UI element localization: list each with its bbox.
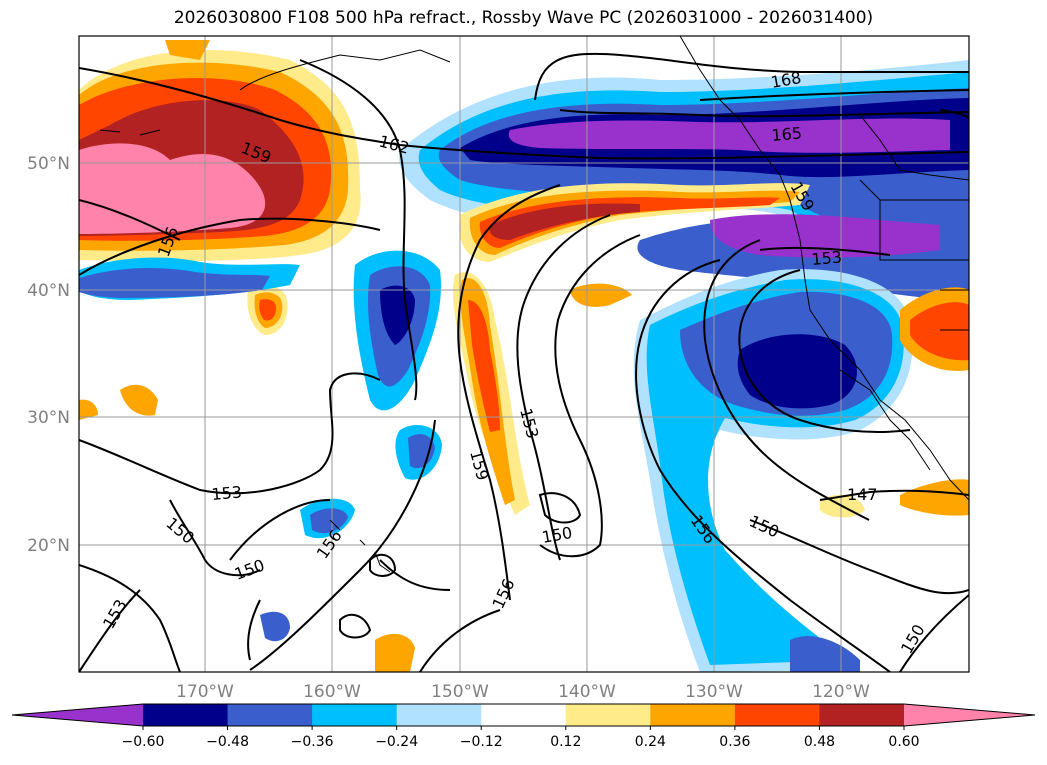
contour-label: 153 [211, 482, 243, 504]
contour-label: 165 [771, 123, 803, 145]
lat-label: 50°N [27, 154, 70, 174]
colorbar: −0.60 −0.48 −0.36 −0.24 −0.12 0.12 0.24 0.36 0.4… [11, 703, 1036, 750]
colorbar-tick-label: 0.60 [888, 734, 919, 750]
colorbar-segment [650, 704, 736, 726]
colorbar-tick-label: −0.24 [375, 734, 418, 750]
latitude-labels: 50°N 40°N 30°N 20°N [27, 154, 70, 556]
lon-label: 170°W [176, 682, 234, 702]
colorbar-tick-label: 0.12 [550, 734, 581, 750]
colorbar-tick-label: −0.48 [206, 734, 249, 750]
lat-label: 20°N [27, 536, 70, 556]
colorbar-segment [396, 704, 482, 726]
colorbar-tick-label: 0.24 [635, 734, 666, 750]
shaded-field [79, 36, 969, 672]
lon-label: 160°W [303, 682, 361, 702]
contour-label: 153 [811, 247, 843, 269]
lat-label: 40°N [27, 281, 70, 301]
lon-label: 120°W [812, 682, 870, 702]
colorbar-tick-label: 0.48 [804, 734, 835, 750]
contours [79, 52, 969, 672]
map-frame [78, 35, 970, 673]
colorbar-segment [734, 704, 820, 726]
colorbar-segment [227, 704, 313, 726]
coastlines [99, 36, 969, 573]
colorbar-tick-label: −0.36 [291, 734, 334, 750]
contour-label: 147 [847, 485, 878, 504]
colorbar-segment [565, 704, 651, 726]
colorbar-segment [312, 704, 398, 726]
colorbar-tick-label: −0.60 [122, 734, 165, 750]
colorbar-extend-low [12, 704, 143, 726]
longitude-labels: 170°W 160°W 150°W 140°W 130°W 120°W [176, 682, 870, 702]
map-title: 2026030800 F108 500 hPa refract., Rossby… [173, 8, 874, 28]
colorbar-segment [819, 704, 905, 726]
colorbar-segment [143, 704, 229, 726]
colorbar-tick-label: 0.36 [719, 734, 750, 750]
colorbar-tick-label: −0.12 [460, 734, 503, 750]
lon-label: 140°W [558, 682, 616, 702]
lon-label: 130°W [685, 682, 743, 702]
colorbar-extend-high [904, 704, 1035, 726]
lon-label: 150°W [431, 682, 489, 702]
lat-label: 30°N [27, 408, 70, 428]
colorbar-segment [481, 704, 567, 726]
